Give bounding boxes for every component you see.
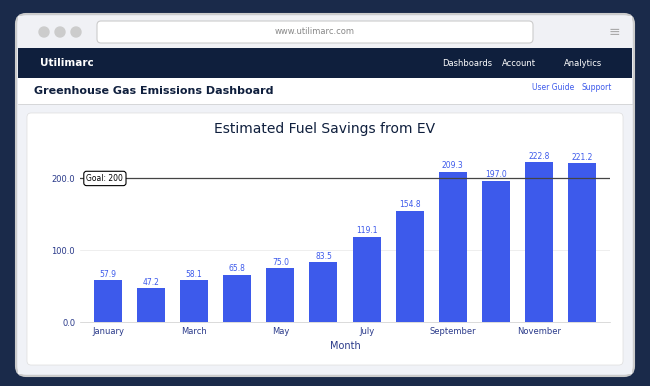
Text: 83.5: 83.5 bbox=[315, 252, 332, 261]
Text: User Guide: User Guide bbox=[532, 83, 574, 91]
Text: Support: Support bbox=[582, 83, 612, 91]
Text: 119.1: 119.1 bbox=[356, 226, 377, 235]
Text: 75.0: 75.0 bbox=[272, 258, 289, 267]
Text: Utilimarc: Utilimarc bbox=[40, 58, 94, 68]
Text: 47.2: 47.2 bbox=[142, 278, 159, 287]
Text: 222.8: 222.8 bbox=[528, 152, 550, 161]
Bar bbox=[309, 262, 337, 322]
Text: 57.9: 57.9 bbox=[99, 270, 116, 279]
Text: Estimated Fuel Savings from EV: Estimated Fuel Savings from EV bbox=[214, 122, 436, 136]
FancyBboxPatch shape bbox=[16, 14, 634, 376]
Bar bbox=[439, 172, 467, 322]
Bar bbox=[482, 181, 510, 322]
Text: 58.1: 58.1 bbox=[186, 270, 203, 279]
Circle shape bbox=[55, 27, 65, 37]
Bar bbox=[396, 211, 424, 322]
Text: 221.2: 221.2 bbox=[571, 153, 593, 162]
Bar bbox=[18, 104, 632, 374]
Text: Analytics: Analytics bbox=[564, 59, 603, 68]
Text: 65.8: 65.8 bbox=[229, 264, 246, 273]
Bar bbox=[568, 163, 596, 322]
Circle shape bbox=[71, 27, 81, 37]
Text: 209.3: 209.3 bbox=[442, 161, 463, 170]
FancyBboxPatch shape bbox=[97, 21, 533, 43]
Text: ≡: ≡ bbox=[608, 25, 620, 39]
Bar bbox=[137, 288, 165, 322]
FancyBboxPatch shape bbox=[27, 113, 623, 365]
Bar bbox=[18, 78, 632, 104]
Bar bbox=[352, 237, 380, 322]
X-axis label: Month: Month bbox=[330, 341, 360, 351]
Bar bbox=[266, 268, 294, 322]
Bar bbox=[94, 281, 122, 322]
Circle shape bbox=[39, 27, 49, 37]
Text: Goal: 200: Goal: 200 bbox=[86, 174, 124, 183]
Bar bbox=[525, 162, 553, 322]
Text: Account: Account bbox=[502, 59, 536, 68]
Text: Dashboards: Dashboards bbox=[442, 59, 492, 68]
Text: 197.0: 197.0 bbox=[485, 170, 507, 179]
Text: 154.8: 154.8 bbox=[399, 200, 421, 210]
Bar bbox=[180, 280, 208, 322]
Text: Greenhouse Gas Emissions Dashboard: Greenhouse Gas Emissions Dashboard bbox=[34, 86, 274, 96]
Text: www.utilimarc.com: www.utilimarc.com bbox=[275, 27, 355, 37]
FancyBboxPatch shape bbox=[18, 16, 632, 48]
Bar bbox=[223, 275, 252, 322]
Bar bbox=[18, 48, 632, 78]
